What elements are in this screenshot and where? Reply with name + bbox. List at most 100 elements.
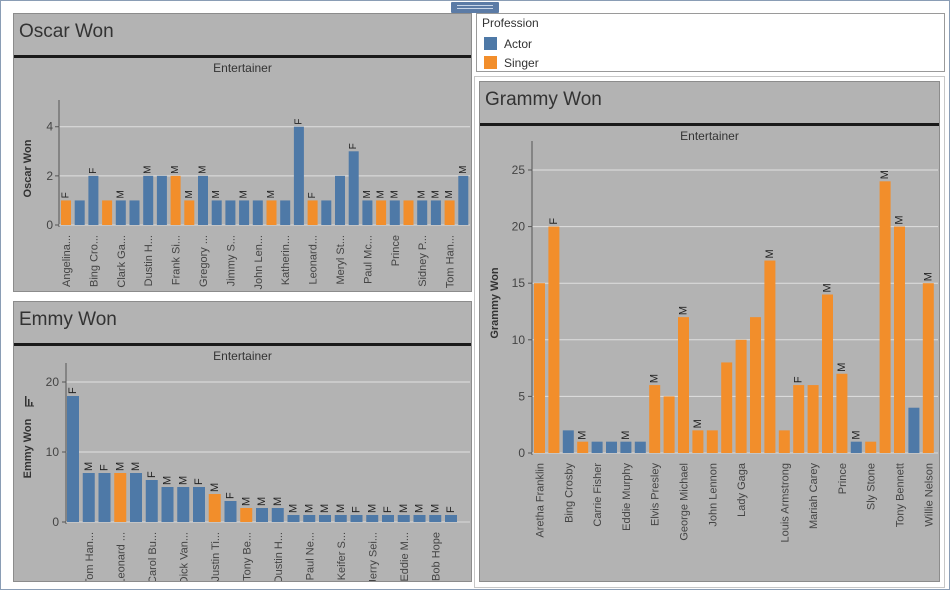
emmy-bar[interactable] (177, 487, 190, 522)
oscar-bar[interactable] (430, 200, 441, 225)
grammy-bar[interactable] (778, 430, 790, 453)
grammy-bar-gender-label: M (850, 431, 862, 440)
oscar-bar[interactable] (348, 151, 359, 225)
grammy-bar[interactable] (807, 385, 819, 453)
oscar-bar[interactable] (225, 200, 236, 225)
grammy-bar[interactable] (562, 430, 574, 453)
emmy-category-label: Carol Bu... (147, 532, 159, 581)
oscar-bar[interactable] (129, 200, 140, 225)
oscar-bar[interactable] (266, 200, 277, 225)
grammy-bar[interactable] (793, 385, 805, 453)
oscar-bar[interactable] (170, 175, 181, 225)
emmy-bar[interactable] (161, 487, 174, 522)
emmy-bar-gender-label: F (193, 478, 205, 485)
oscar-bar[interactable] (252, 200, 263, 225)
oscar-bar[interactable] (239, 200, 250, 225)
oscar-won-panel: Oscar Won Entertainer Oscar Won 0 2 4 F Angeli… (13, 13, 472, 292)
emmy-bar[interactable] (130, 473, 142, 522)
emmy-bar[interactable] (319, 515, 331, 522)
emmy-bar[interactable] (429, 515, 442, 522)
grammy-bar[interactable] (577, 441, 589, 453)
oscar-bar[interactable] (321, 200, 332, 225)
grammy-bar[interactable] (548, 226, 560, 453)
grammy-bar[interactable] (534, 283, 545, 453)
emmy-bar[interactable] (334, 515, 347, 522)
bar-chart-icon[interactable] (25, 396, 34, 407)
emmy-bar[interactable] (366, 515, 379, 522)
emmy-bar[interactable] (193, 487, 205, 522)
emmy-bar[interactable] (445, 515, 457, 522)
oscar-bar[interactable] (417, 200, 428, 225)
grammy-bar[interactable] (908, 407, 920, 453)
grammy-bar-gender-label: M (692, 419, 704, 428)
oscar-bar[interactable] (74, 200, 85, 225)
oscar-bar[interactable] (403, 200, 414, 225)
oscar-bar[interactable] (102, 200, 113, 225)
oscar-title-rule (14, 55, 471, 58)
oscar-bar[interactable] (444, 200, 455, 225)
emmy-bar[interactable] (256, 508, 268, 522)
emmy-bar[interactable] (303, 515, 316, 522)
grammy-bar[interactable] (822, 294, 833, 453)
grammy-bar[interactable] (750, 317, 761, 453)
grammy-category-label: Tony Bennett (895, 463, 907, 527)
grammy-bar[interactable] (649, 385, 661, 453)
emmy-bar-gender-label: M (335, 504, 347, 513)
emmy-bar[interactable] (67, 396, 79, 522)
oscar-subtitle: Entertainer (213, 61, 272, 75)
grammy-y-tick-label: 25 (512, 163, 526, 177)
emmy-bar[interactable] (350, 515, 363, 522)
oscar-bar[interactable] (156, 175, 167, 225)
oscar-bar[interactable] (198, 175, 208, 225)
grammy-bar[interactable] (620, 441, 632, 453)
grammy-bar[interactable] (634, 441, 646, 453)
oscar-bar[interactable] (458, 175, 469, 225)
oscar-bar[interactable] (362, 200, 373, 225)
grammy-bar[interactable] (836, 373, 848, 453)
emmy-bar[interactable] (271, 508, 284, 522)
grammy-bar[interactable] (865, 441, 877, 453)
grammy-bar[interactable] (692, 430, 704, 453)
grammy-bar[interactable] (663, 396, 675, 453)
oscar-bar[interactable] (280, 200, 291, 225)
emmy-bar[interactable] (98, 473, 111, 522)
grammy-bar[interactable] (922, 283, 934, 453)
oscar-bar[interactable] (211, 200, 222, 225)
grammy-bar[interactable] (706, 430, 718, 453)
oscar-bar[interactable] (376, 200, 387, 225)
emmy-bar[interactable] (240, 508, 253, 522)
oscar-bar[interactable] (143, 175, 154, 225)
oscar-bar[interactable] (115, 200, 126, 225)
emmy-bar[interactable] (413, 515, 426, 522)
grammy-bar[interactable] (678, 317, 689, 453)
emmy-bar[interactable] (224, 501, 237, 522)
oscar-bar-gender-label: M (444, 190, 455, 198)
grammy-bar[interactable] (764, 260, 776, 453)
emmy-bar[interactable] (287, 515, 300, 522)
oscar-bar[interactable] (184, 200, 195, 225)
emmy-bar[interactable] (82, 473, 95, 522)
oscar-bar[interactable] (389, 200, 400, 225)
oscar-bar[interactable] (61, 200, 71, 225)
emmy-bar[interactable] (145, 480, 158, 522)
grammy-bar-gender-label: M (620, 431, 632, 440)
grammy-bar[interactable] (894, 226, 905, 453)
oscar-bar-gender-label: F (88, 168, 99, 174)
grammy-bar[interactable] (850, 441, 862, 453)
grammy-bar[interactable] (721, 362, 733, 453)
emmy-bar[interactable] (397, 515, 410, 522)
oscar-bar[interactable] (88, 175, 99, 225)
emmy-bar[interactable] (382, 515, 394, 522)
emmy-bar[interactable] (208, 494, 221, 522)
emmy-category-label: Dick Van... (178, 532, 190, 581)
oscar-bar[interactable] (307, 200, 318, 225)
grammy-bar[interactable] (879, 181, 891, 453)
grammy-bar[interactable] (606, 441, 617, 453)
grammy-category-label: Elvis Presley (650, 463, 662, 526)
grammy-bar[interactable] (735, 339, 747, 453)
oscar-bar[interactable] (335, 175, 345, 225)
emmy-bar[interactable] (114, 473, 127, 522)
drag-handle[interactable] (451, 2, 499, 13)
grammy-bar[interactable] (591, 441, 603, 453)
oscar-bar[interactable] (293, 126, 304, 225)
